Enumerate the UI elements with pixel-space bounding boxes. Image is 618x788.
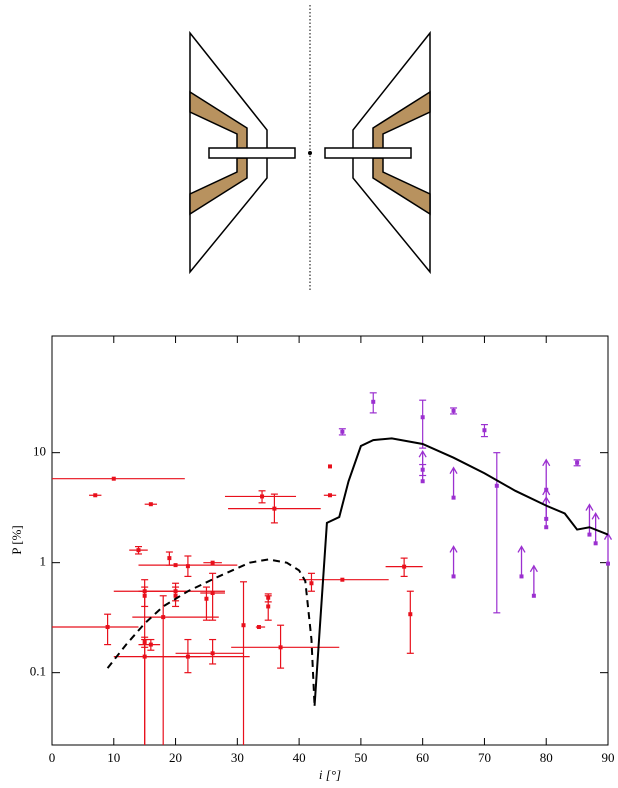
point xyxy=(544,525,548,529)
point xyxy=(452,496,456,500)
point xyxy=(272,507,276,511)
x-tick-label: 10 xyxy=(107,750,120,765)
point xyxy=(242,623,246,627)
lower-limit-arrow xyxy=(518,546,525,576)
point xyxy=(594,541,598,545)
page: {"chart_data": {"type": "scatter", "xlab… xyxy=(0,0,618,788)
point xyxy=(421,479,425,483)
point xyxy=(520,574,524,578)
disk-right xyxy=(325,148,411,158)
point xyxy=(371,400,375,404)
point xyxy=(575,461,579,465)
point xyxy=(452,409,456,413)
geometry-diagram xyxy=(190,5,430,292)
point xyxy=(532,594,536,598)
point xyxy=(452,574,456,578)
point xyxy=(174,563,178,567)
point xyxy=(136,548,140,552)
lower-limit-arrow xyxy=(530,566,537,596)
point xyxy=(112,477,116,481)
point xyxy=(149,643,153,647)
point xyxy=(167,556,171,560)
x-tick-label: 60 xyxy=(416,750,429,765)
point xyxy=(143,594,147,598)
point xyxy=(149,502,153,506)
lower-limit-arrow xyxy=(450,468,457,498)
x-axis-label: i [°] xyxy=(319,767,341,782)
point xyxy=(211,591,215,595)
point xyxy=(408,612,412,616)
point xyxy=(482,428,486,432)
point xyxy=(211,561,215,565)
point xyxy=(421,415,425,419)
lower-limit-arrow xyxy=(543,497,550,527)
lower-limit-arrow xyxy=(419,451,426,481)
y-tick-label: 1 xyxy=(40,554,47,569)
x-tick-label: 40 xyxy=(293,750,306,765)
y-tick-label: 10 xyxy=(33,444,46,459)
x-tick-label: 30 xyxy=(231,750,244,765)
lower-limit-arrow xyxy=(543,460,550,490)
model-curve xyxy=(108,559,315,705)
point xyxy=(93,493,97,497)
center-dot xyxy=(308,151,312,155)
point xyxy=(106,625,110,629)
lower-limit-arrow xyxy=(450,546,457,576)
point xyxy=(257,625,261,629)
lower-limit-arrow xyxy=(586,505,593,535)
x-tick-label: 0 xyxy=(49,750,56,765)
point xyxy=(328,464,332,468)
x-tick-label: 90 xyxy=(602,750,615,765)
point xyxy=(495,484,499,488)
point xyxy=(606,562,610,566)
point xyxy=(279,645,283,649)
disk-left xyxy=(209,148,295,158)
lower-limit-arrow xyxy=(605,534,612,564)
point xyxy=(309,581,313,585)
model-curve xyxy=(315,438,608,705)
point xyxy=(260,494,264,498)
x-tick-label: 20 xyxy=(169,750,182,765)
plot-frame xyxy=(52,336,608,745)
point xyxy=(328,493,332,497)
point xyxy=(402,565,406,569)
point xyxy=(587,533,591,537)
point xyxy=(266,604,270,608)
point xyxy=(211,651,215,655)
point xyxy=(161,615,165,619)
x-tick-label: 80 xyxy=(540,750,553,765)
point xyxy=(186,655,190,659)
x-tick-label: 50 xyxy=(354,750,367,765)
point xyxy=(340,578,344,582)
y-axis-label: P [%] xyxy=(9,525,24,555)
y-tick-label: 0.1 xyxy=(30,664,46,679)
point xyxy=(340,430,344,434)
figure: i [°] P [%] 0 10 20 30 40 50 60 70 80 90 0.1 1 10 xyxy=(0,0,618,788)
point xyxy=(204,597,208,601)
x-tick-label: 70 xyxy=(478,750,491,765)
